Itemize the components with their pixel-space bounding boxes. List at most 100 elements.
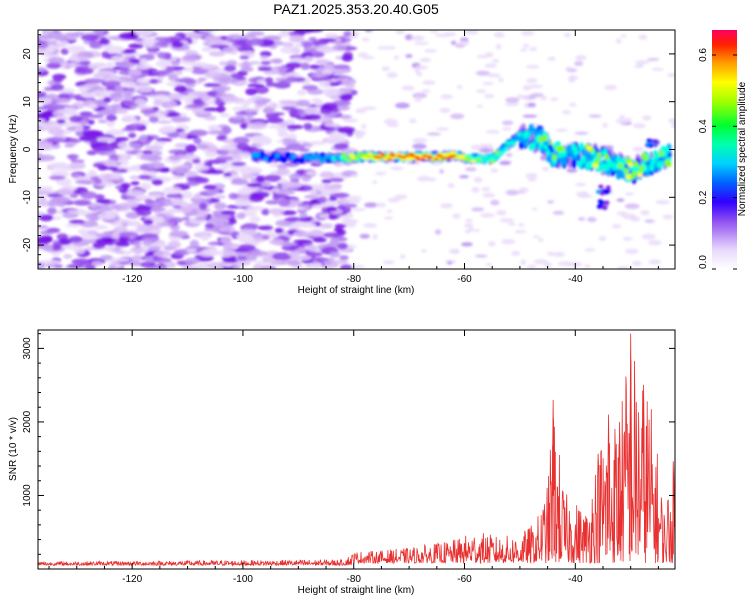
noise-blob <box>52 75 64 83</box>
noise-blob <box>173 204 182 209</box>
noise-blob <box>87 229 99 236</box>
noise-blob <box>547 56 556 62</box>
signal-blob <box>524 130 530 138</box>
noise-blob <box>181 190 193 199</box>
noise-blob <box>177 131 188 140</box>
signal-blob <box>532 127 538 137</box>
noise-blob <box>242 222 259 229</box>
noise-blob <box>209 44 229 49</box>
noise-blob <box>456 84 463 89</box>
noise-blob <box>126 197 142 203</box>
noise-blob <box>207 159 228 164</box>
noise-blob <box>519 48 528 52</box>
noise-blob <box>414 41 430 46</box>
noise-blob <box>288 250 300 258</box>
noise-blob <box>184 153 197 161</box>
noise-blob <box>344 203 358 208</box>
noise-blob <box>154 265 169 269</box>
noise-blob <box>547 200 555 204</box>
noise-blob <box>220 236 233 244</box>
noise-blob <box>353 130 367 136</box>
signal-blob <box>605 185 611 190</box>
noise-blob <box>329 251 341 258</box>
noise-blob <box>300 62 310 70</box>
noise-blob <box>139 58 148 66</box>
noise-blob <box>110 172 122 179</box>
noise-blob <box>235 255 249 261</box>
noise-blob <box>73 199 92 206</box>
noise-blob <box>94 194 105 200</box>
snr-ytick-label: 1000 <box>22 484 33 507</box>
noise-blob <box>236 212 246 220</box>
noise-blob <box>189 239 200 248</box>
signal-blob <box>648 163 655 172</box>
signal-blob <box>489 159 496 164</box>
noise-blob <box>526 77 538 84</box>
noise-blob <box>138 174 152 180</box>
signal-blob <box>623 167 629 175</box>
signal-blob <box>361 156 368 160</box>
signal-blob <box>517 131 523 137</box>
colorbar-tick-label: 0.6 <box>698 48 709 62</box>
signal-blob <box>255 152 261 158</box>
signal-blob <box>377 156 383 159</box>
noise-blob <box>144 145 163 151</box>
noise-blob <box>329 240 340 248</box>
noise-blob <box>498 77 504 83</box>
noise-blob <box>125 221 135 226</box>
noise-blob <box>552 210 565 215</box>
noise-blob <box>311 72 327 78</box>
signal-blob <box>437 154 443 158</box>
noise-blob <box>471 186 480 193</box>
noise-blob <box>38 91 47 97</box>
noise-blob <box>294 43 303 48</box>
noise-blob <box>198 202 208 211</box>
noise-blob <box>448 248 460 254</box>
signal-blob <box>646 138 652 143</box>
noise-blob <box>208 51 225 57</box>
noise-blob <box>470 144 486 151</box>
spec-ytick-label: -10 <box>22 190 33 205</box>
noise-blob <box>72 31 85 37</box>
signal-blob <box>348 153 354 157</box>
snr-x-label: Height of straight line (km) <box>298 585 415 596</box>
noise-blob <box>46 62 62 69</box>
noise-blob <box>330 259 349 265</box>
noise-blob <box>188 129 208 137</box>
noise-blob <box>458 40 470 46</box>
colorbar-tick-label: 0.4 <box>698 119 709 133</box>
noise-blob <box>78 85 89 93</box>
signal-blob <box>427 156 434 159</box>
noise-blob <box>386 209 393 213</box>
noise-blob <box>98 211 116 220</box>
noise-blob <box>237 188 251 196</box>
noise-blob <box>39 230 54 235</box>
signal-blob <box>410 154 416 158</box>
signal-blob <box>559 145 565 152</box>
signal-blob <box>599 191 605 196</box>
noise-blob <box>115 108 129 115</box>
signal-blob <box>396 154 403 158</box>
noise-blob <box>499 218 515 223</box>
noise-blob <box>204 70 221 79</box>
noise-blob <box>482 192 496 198</box>
noise-blob <box>463 30 479 35</box>
noise-blob <box>322 232 341 238</box>
snr-xtick-label: -100 <box>233 574 253 585</box>
noise-blob <box>129 247 149 254</box>
noise-field <box>38 30 675 269</box>
noise-blob <box>110 104 120 111</box>
noise-blob <box>231 161 247 167</box>
spec-ytick-label: 20 <box>22 48 33 60</box>
noise-blob <box>337 199 354 204</box>
noise-blob <box>228 192 238 200</box>
noise-blob <box>92 163 105 168</box>
noise-blob <box>184 257 200 265</box>
noise-blob <box>522 84 532 91</box>
noise-blob <box>281 242 293 247</box>
noise-blob <box>303 122 313 130</box>
signal-blob <box>478 154 484 159</box>
noise-blob <box>73 247 85 254</box>
noise-blob <box>253 139 272 146</box>
signal-blob <box>658 150 664 157</box>
